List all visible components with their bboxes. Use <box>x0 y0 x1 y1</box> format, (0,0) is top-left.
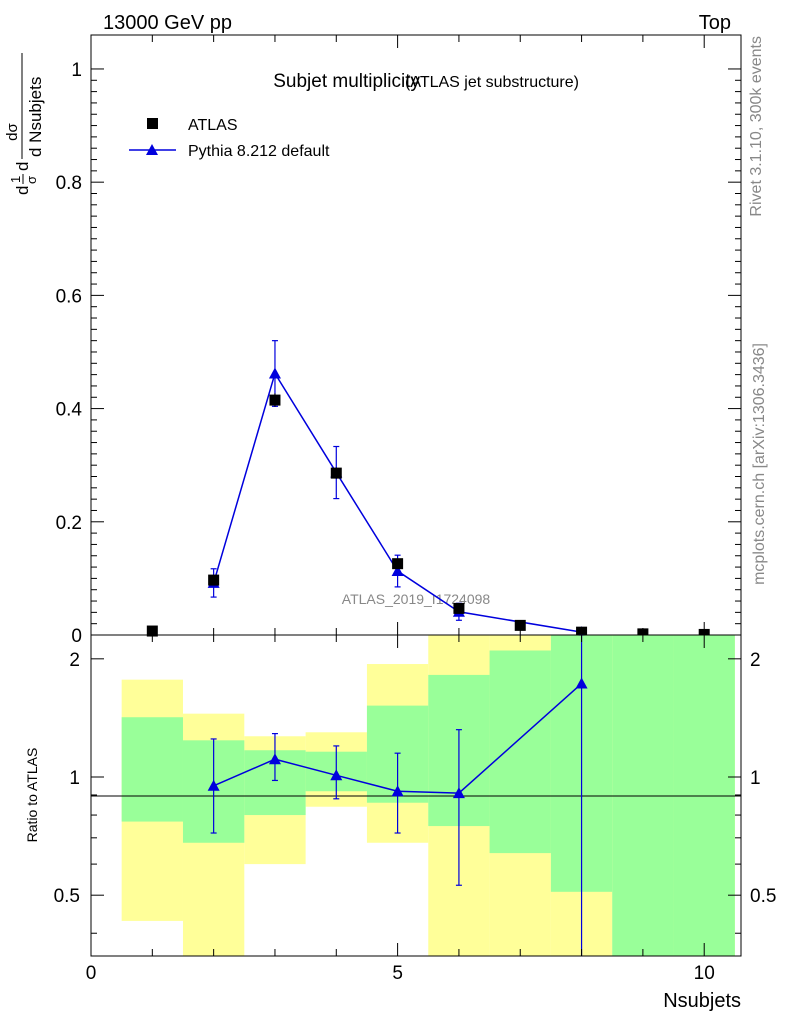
ratio-y-tick-labels: 0.5 0.5 1 1 2 2 <box>54 650 777 907</box>
main-y-tick-label: 0 <box>71 626 82 647</box>
pythia-point <box>268 367 281 379</box>
atlas-point <box>576 626 588 638</box>
ratio-pythia-point <box>452 787 465 799</box>
x-tick-labels: 0 5 10 <box>86 963 715 984</box>
energy-label: 13000 GeV pp <box>103 12 232 34</box>
pythia-line <box>212 371 582 633</box>
atlas-point <box>514 619 526 631</box>
main-y-tick-label: 1 <box>71 60 82 81</box>
green-band-bin <box>489 650 551 854</box>
chart-title: Subjet multiplicity <box>273 71 420 92</box>
legend-pythia-label: Pythia 8.212 default <box>188 143 330 160</box>
chart-subtitle: (ATLAS jet substructure) <box>405 74 579 91</box>
ratio-pythia-point <box>330 769 343 781</box>
ratio-pythia-point <box>207 779 220 791</box>
legend: ATLAS Pythia 8.212 default <box>129 117 330 160</box>
ylabel-d: d <box>13 162 32 171</box>
green-band-bin <box>121 717 183 822</box>
ylabel-num: dσ <box>4 122 21 140</box>
x-tick-label: 5 <box>392 963 403 984</box>
x-axis-label: Nsubjets <box>663 990 741 1012</box>
ratio-pythia-point <box>575 677 588 689</box>
ratio-y-tick-label-left: 0.5 <box>54 886 80 907</box>
legend-atlas-label: ATLAS <box>188 117 238 134</box>
ylabel-den: d Nsubjets <box>26 77 45 157</box>
main-y-axis-label: d 1 σ d dσ d Nsubjets <box>4 53 45 195</box>
main-y-tick-label: 0.2 <box>56 513 82 534</box>
ylabel-frac-one: 1 <box>8 176 23 183</box>
atlas-point <box>146 625 158 637</box>
ratio-panel: 0.5 0.5 1 1 2 2 0 5 10 Ratio to ATLAS Nsubjets <box>24 634 777 1012</box>
analysis-watermark: ATLAS_2019_I1724098 <box>342 591 491 607</box>
ratio-y-tick-label-right: 0.5 <box>750 886 776 907</box>
main-y-tick-label: 0.6 <box>56 286 82 307</box>
atlas-point <box>269 394 281 406</box>
ratio-y-tick-label-left: 2 <box>69 650 80 671</box>
rivet-label: Rivet 3.1.10, 300k events <box>748 36 765 217</box>
atlas-point <box>453 602 465 614</box>
ratio-pythia-point <box>268 753 281 765</box>
x-tick-label: 0 <box>86 963 97 984</box>
ratio-pythia-series <box>207 634 588 956</box>
main-y-tick-labels: 0 0.2 0.4 0.6 0.8 1 <box>56 60 83 647</box>
main-panel: 0 0.2 0.4 0.6 0.8 1 Subjet multiplicity (ATLA… <box>4 34 742 647</box>
ratio-pythia-line <box>213 682 583 794</box>
ratio-y-tick-label-right: 1 <box>750 768 761 789</box>
legend-atlas-marker <box>147 118 158 129</box>
ratio-axis-ticks <box>90 635 741 956</box>
atlas-point <box>392 558 404 570</box>
main-y-tick-label: 0.8 <box>56 173 82 194</box>
process-label: Top <box>699 12 731 34</box>
ratio-y-tick-label-left: 1 <box>69 768 80 789</box>
ratio-pythia-point <box>391 785 404 797</box>
atlas-point <box>637 628 649 640</box>
ylabel-frac-sigma: σ <box>24 176 39 184</box>
ratio-y-tick-label-right: 2 <box>750 650 761 671</box>
ratio-y-axis-label: Ratio to ATLAS <box>24 748 40 843</box>
atlas-point <box>330 467 342 479</box>
main-y-tick-label: 0.4 <box>56 400 83 421</box>
pythia-point <box>391 565 404 577</box>
legend-pythia-marker <box>146 144 158 155</box>
mcplots-label: mcplots.cern.ch [arXiv:1306.3436] <box>751 343 768 585</box>
x-tick-label: 10 <box>694 963 715 984</box>
ratio-frame <box>90 634 742 957</box>
atlas-point <box>698 628 710 640</box>
ylabel-frac-d: d <box>13 186 32 195</box>
main-atlas-series <box>146 393 710 640</box>
atlas-point <box>208 574 220 586</box>
